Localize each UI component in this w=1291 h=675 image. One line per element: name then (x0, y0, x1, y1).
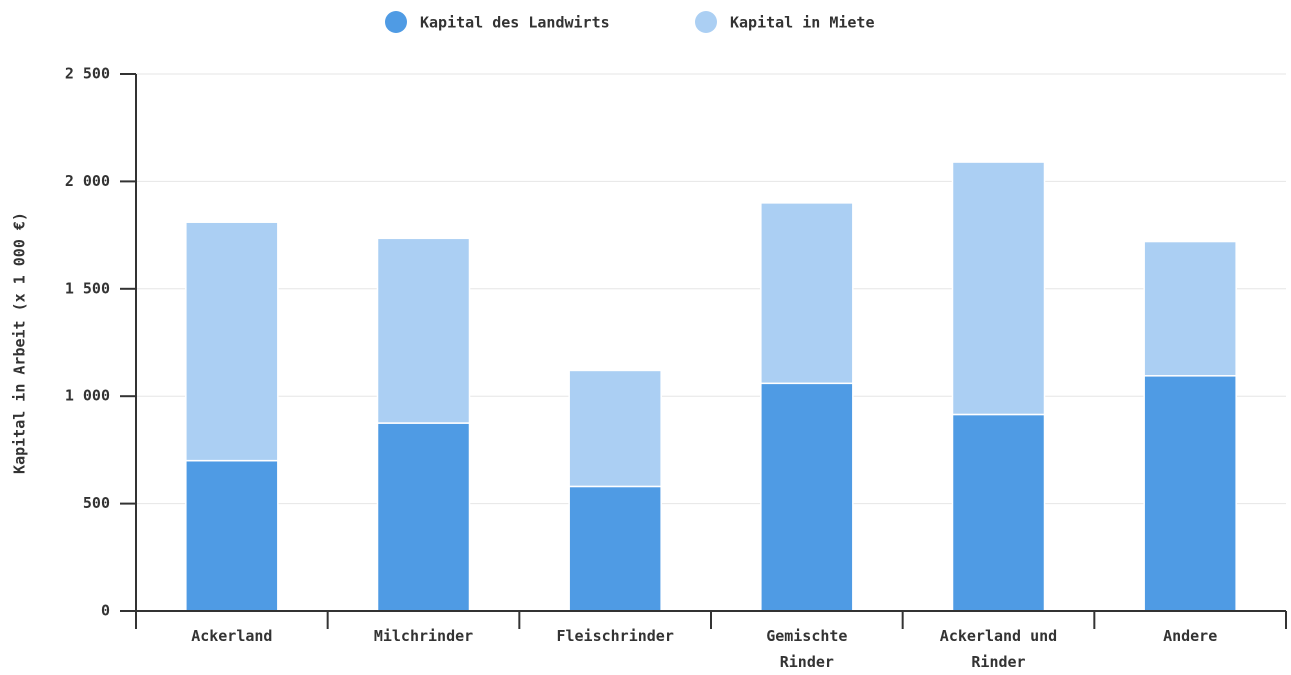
y-tick-label: 2 500 (65, 65, 110, 83)
x-tick-label-box: Gemischte Rinder (766, 627, 848, 671)
bar-segment (376, 237, 471, 424)
bar-segment (376, 422, 471, 612)
bar-segment (760, 382, 854, 612)
legend-label: Kapital in Miete (730, 14, 875, 32)
x-tick-label: Fleischrinder (556, 627, 674, 645)
x-tick-label-box: Andere (1163, 627, 1218, 645)
x-tick-label: Ackerland (191, 627, 273, 645)
y-tick-label: 500 (83, 494, 110, 512)
y-tick-label: 2 000 (65, 172, 110, 190)
bar-segment (1143, 375, 1237, 612)
y-tick-label: 1 500 (65, 279, 110, 297)
legend-label: Kapital des Landwirts (420, 14, 610, 32)
x-tick-label: Ackerland und Rinder (939, 627, 1058, 671)
bar-segment (1143, 240, 1237, 377)
bar-segment (568, 369, 662, 488)
y-axis-label: Kapital in Arbeit (x 1 000 €) (11, 212, 29, 474)
legend-swatch (385, 11, 407, 33)
x-tick-label: Gemischte Rinder (766, 627, 848, 671)
bar-segment (951, 161, 1046, 416)
y-tick-label: 0 (101, 602, 110, 620)
x-tick-label: Milchrinder (373, 627, 474, 645)
x-tick-label-box: Ackerland (191, 627, 273, 645)
bar-segment (185, 221, 279, 462)
x-tick-label-box: Ackerland und Rinder (939, 627, 1058, 671)
bar-segment (760, 202, 854, 385)
x-tick-label-box: Fleischrinder (556, 627, 674, 645)
bar-segment (951, 413, 1046, 612)
x-tick-label: Andere (1163, 627, 1218, 645)
x-tick-label-box: Milchrinder (373, 627, 474, 645)
bar-segment (185, 459, 279, 612)
bar-segment (568, 485, 662, 612)
y-tick-label: 1 000 (65, 387, 110, 405)
legend-swatch (695, 11, 717, 33)
